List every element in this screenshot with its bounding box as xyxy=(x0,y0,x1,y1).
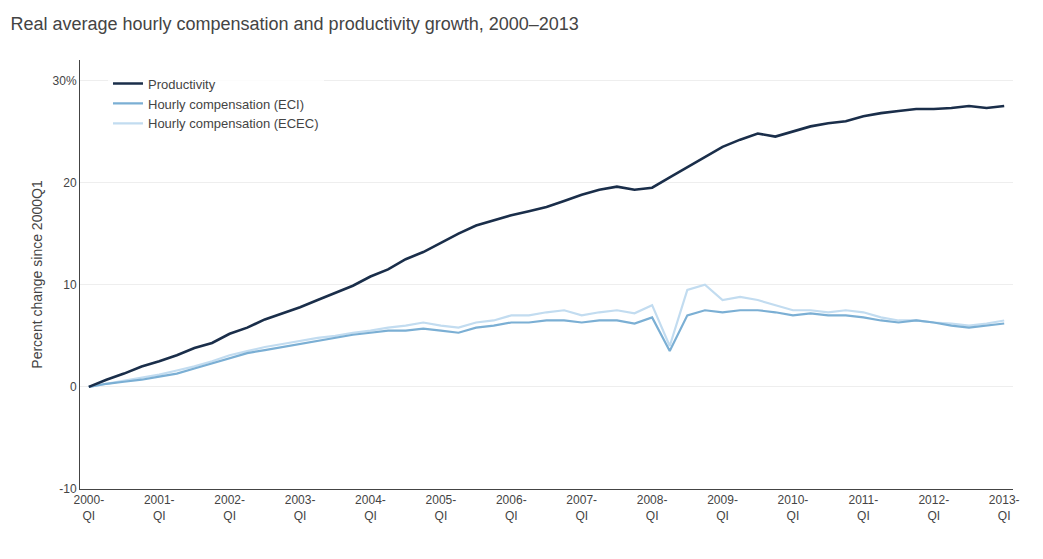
svg-text:2002-QI: 2002-QI xyxy=(214,493,245,523)
svg-text:Hourly compensation (ECEC): Hourly compensation (ECEC) xyxy=(148,116,319,131)
svg-text:2003-QI: 2003-QI xyxy=(285,493,316,523)
svg-text:2004-QI: 2004-QI xyxy=(355,493,386,523)
svg-text:2012-QI: 2012-QI xyxy=(918,493,949,523)
svg-text:2001-QI: 2001-QI xyxy=(144,493,175,523)
svg-text:Real average hourly compensati: Real average hourly compensation and pro… xyxy=(10,14,578,34)
svg-text:Percent change since 2000Q1: Percent change since 2000Q1 xyxy=(29,180,45,369)
svg-text:2010-QI: 2010-QI xyxy=(778,493,809,523)
svg-text:Hourly compensation (ECI): Hourly compensation (ECI) xyxy=(148,97,304,112)
svg-text:2006-QI: 2006-QI xyxy=(496,493,527,523)
svg-text:2013-QI: 2013-QI xyxy=(989,493,1020,523)
svg-text:2005-QI: 2005-QI xyxy=(426,493,457,523)
svg-text:0: 0 xyxy=(70,380,77,394)
svg-text:2009-QI: 2009-QI xyxy=(707,493,738,523)
svg-text:2011-QI: 2011-QI xyxy=(848,493,878,523)
svg-text:-10: -10 xyxy=(59,482,77,496)
svg-text:20: 20 xyxy=(63,176,77,190)
svg-text:2007-QI: 2007-QI xyxy=(566,493,597,523)
svg-text:2008-QI: 2008-QI xyxy=(637,493,668,523)
svg-text:Productivity: Productivity xyxy=(148,77,216,92)
svg-text:10: 10 xyxy=(63,278,77,292)
svg-text:30%: 30% xyxy=(53,74,77,88)
svg-text:2000-QI: 2000-QI xyxy=(73,493,104,523)
